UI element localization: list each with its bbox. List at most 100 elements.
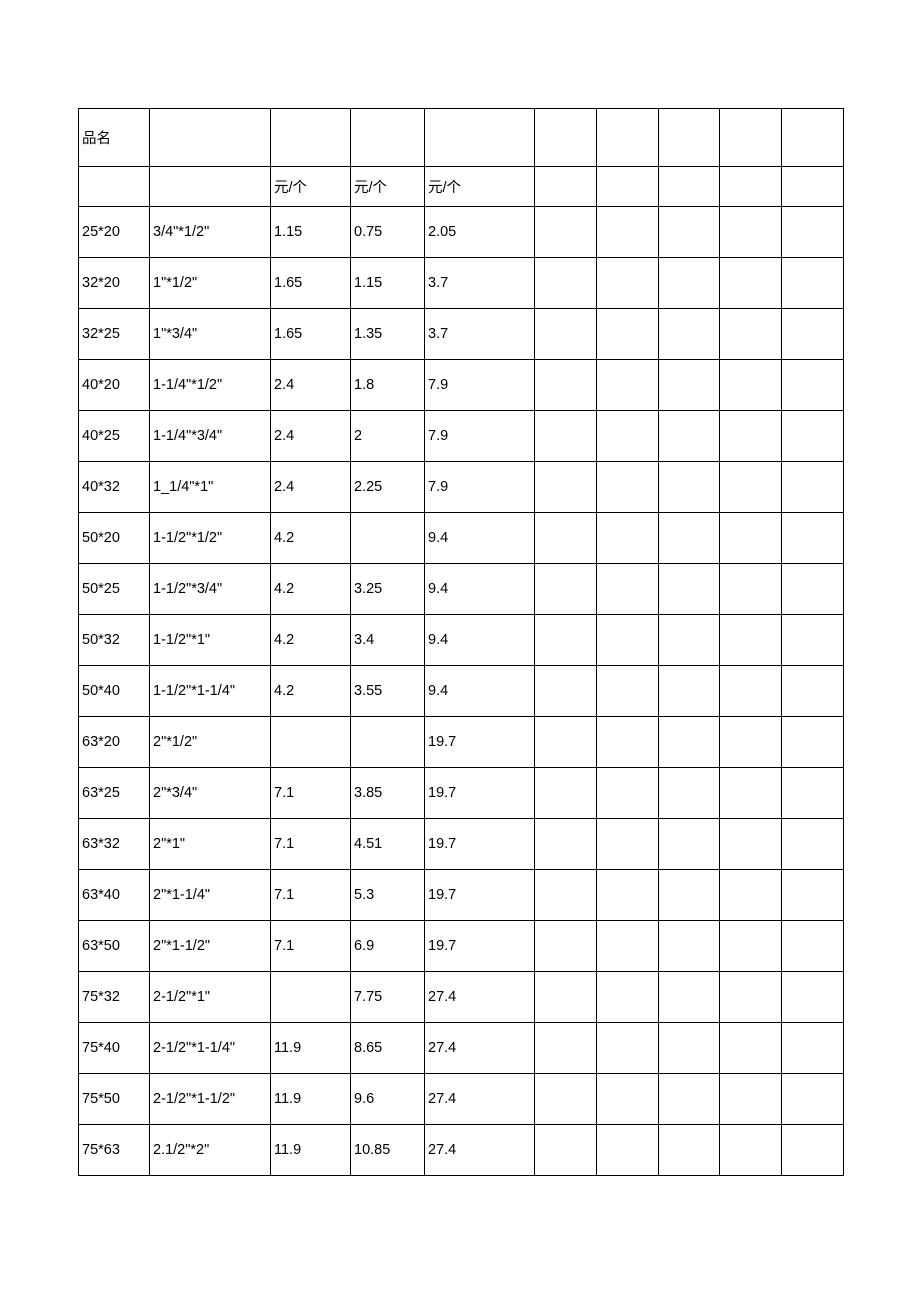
table-row-cell: 2-1/2"*1-1/2" [150,1074,271,1125]
table-row: 50*201-1/2"*1/2"4.29.4 [79,513,844,564]
table-row-cell [720,309,782,360]
table-row-cell: 75*50 [79,1074,150,1125]
table-unit-row-cell: 元/个 [425,167,535,207]
table-header-cell [425,109,535,167]
table-row-cell [535,360,597,411]
table-header-cell [720,109,782,167]
table-row-cell [271,717,351,768]
table-row: 50*401-1/2"*1-1/4"4.23.559.4 [79,666,844,717]
table-row-cell [659,666,720,717]
table-row-cell [659,1125,720,1176]
table-row-cell [720,1074,782,1125]
table-row-cell: 2-1/2"*1-1/4" [150,1023,271,1074]
page-container: 品名元/个元/个元/个25*203/4"*1/2"1.150.752.0532*… [0,0,920,1284]
table-unit-row-cell [659,167,720,207]
table-row-cell [720,768,782,819]
table-row-cell: 40*32 [79,462,150,513]
table-row-cell: 2.4 [271,411,351,462]
table-row-cell: 2.4 [271,462,351,513]
table-row-cell [597,411,659,462]
table-row-cell [782,564,844,615]
table-row-cell: 1.35 [351,309,425,360]
table-row-cell: 4.2 [271,513,351,564]
table-row-cell [659,513,720,564]
table-row-cell [351,717,425,768]
table-row-cell: 1-1/4"*3/4" [150,411,271,462]
table-row-cell: 4.2 [271,666,351,717]
table-body: 品名元/个元/个元/个25*203/4"*1/2"1.150.752.0532*… [79,109,844,1176]
table-row-cell [782,309,844,360]
table-row-cell: 1-1/2"*1-1/4" [150,666,271,717]
table-header-cell [782,109,844,167]
table-row-cell: 2"*1/2" [150,717,271,768]
table-row-cell: 2"*3/4" [150,768,271,819]
table-row-cell [782,1074,844,1125]
table-row-cell [659,1074,720,1125]
table-row-cell: 27.4 [425,972,535,1023]
table-row-cell [351,513,425,564]
table-row-cell [782,666,844,717]
table-row-cell: 4.2 [271,564,351,615]
table-header-cell: 品名 [79,109,150,167]
table-row-cell: 2"*1-1/4" [150,870,271,921]
table-row-cell [782,1125,844,1176]
table-row: 75*402-1/2"*1-1/4"11.98.6527.4 [79,1023,844,1074]
table-row: 75*322-1/2"*1"7.7527.4 [79,972,844,1023]
table-row-cell [271,972,351,1023]
table-row-cell: 63*40 [79,870,150,921]
table-row-cell: 1-1/2"*1" [150,615,271,666]
table-row: 75*632.1/2"*2"11.910.8527.4 [79,1125,844,1176]
table-row-cell: 63*32 [79,819,150,870]
table-unit-row-cell: 元/个 [271,167,351,207]
table-row-cell: 11.9 [271,1074,351,1125]
table-row-cell: 25*20 [79,207,150,258]
table-row-cell [535,564,597,615]
table-row-cell [597,615,659,666]
table-row-cell: 3/4"*1/2" [150,207,271,258]
table-row-cell [535,1074,597,1125]
table-row-cell: 1-1/4"*1/2" [150,360,271,411]
table-row: 32*201"*1/2"1.651.153.7 [79,258,844,309]
table-row-cell [535,666,597,717]
table-row-cell: 19.7 [425,768,535,819]
table-row-cell: 50*25 [79,564,150,615]
table-row-cell: 19.7 [425,717,535,768]
table-row-cell: 1_1/4"*1" [150,462,271,513]
table-row-cell [720,717,782,768]
table-row-cell [720,870,782,921]
table-row-cell [535,972,597,1023]
table-row-cell [782,360,844,411]
table-unit-row-cell: 元/个 [351,167,425,207]
table-row-cell: 1"*3/4" [150,309,271,360]
table-row-cell: 2"*1" [150,819,271,870]
table-row-cell [720,972,782,1023]
table-row-cell: 2 [351,411,425,462]
table-row-cell: 19.7 [425,819,535,870]
table-row-cell [720,1023,782,1074]
table-unit-row-cell [782,167,844,207]
table-row: 32*251"*3/4"1.651.353.7 [79,309,844,360]
table-row-cell: 2-1/2"*1" [150,972,271,1023]
table-row-cell [535,768,597,819]
table-row-cell [720,819,782,870]
table-row-cell: 5.3 [351,870,425,921]
table-row-cell [597,819,659,870]
table-row-cell: 40*20 [79,360,150,411]
table-row-cell [597,309,659,360]
table-row-cell [720,513,782,564]
table-row-cell [597,1023,659,1074]
table-row-cell [597,870,659,921]
table-header-cell [351,109,425,167]
table-header-cell [150,109,271,167]
table-row-cell: 7.9 [425,360,535,411]
table-row-cell: 10.85 [351,1125,425,1176]
table-row-cell [659,870,720,921]
table-row-cell: 63*20 [79,717,150,768]
table-row-cell [720,564,782,615]
table-unit-row-cell [597,167,659,207]
table-row-cell [782,411,844,462]
table-row: 25*203/4"*1/2"1.150.752.05 [79,207,844,258]
table-row-cell [720,360,782,411]
table-row-cell [782,615,844,666]
table-row-cell [535,717,597,768]
